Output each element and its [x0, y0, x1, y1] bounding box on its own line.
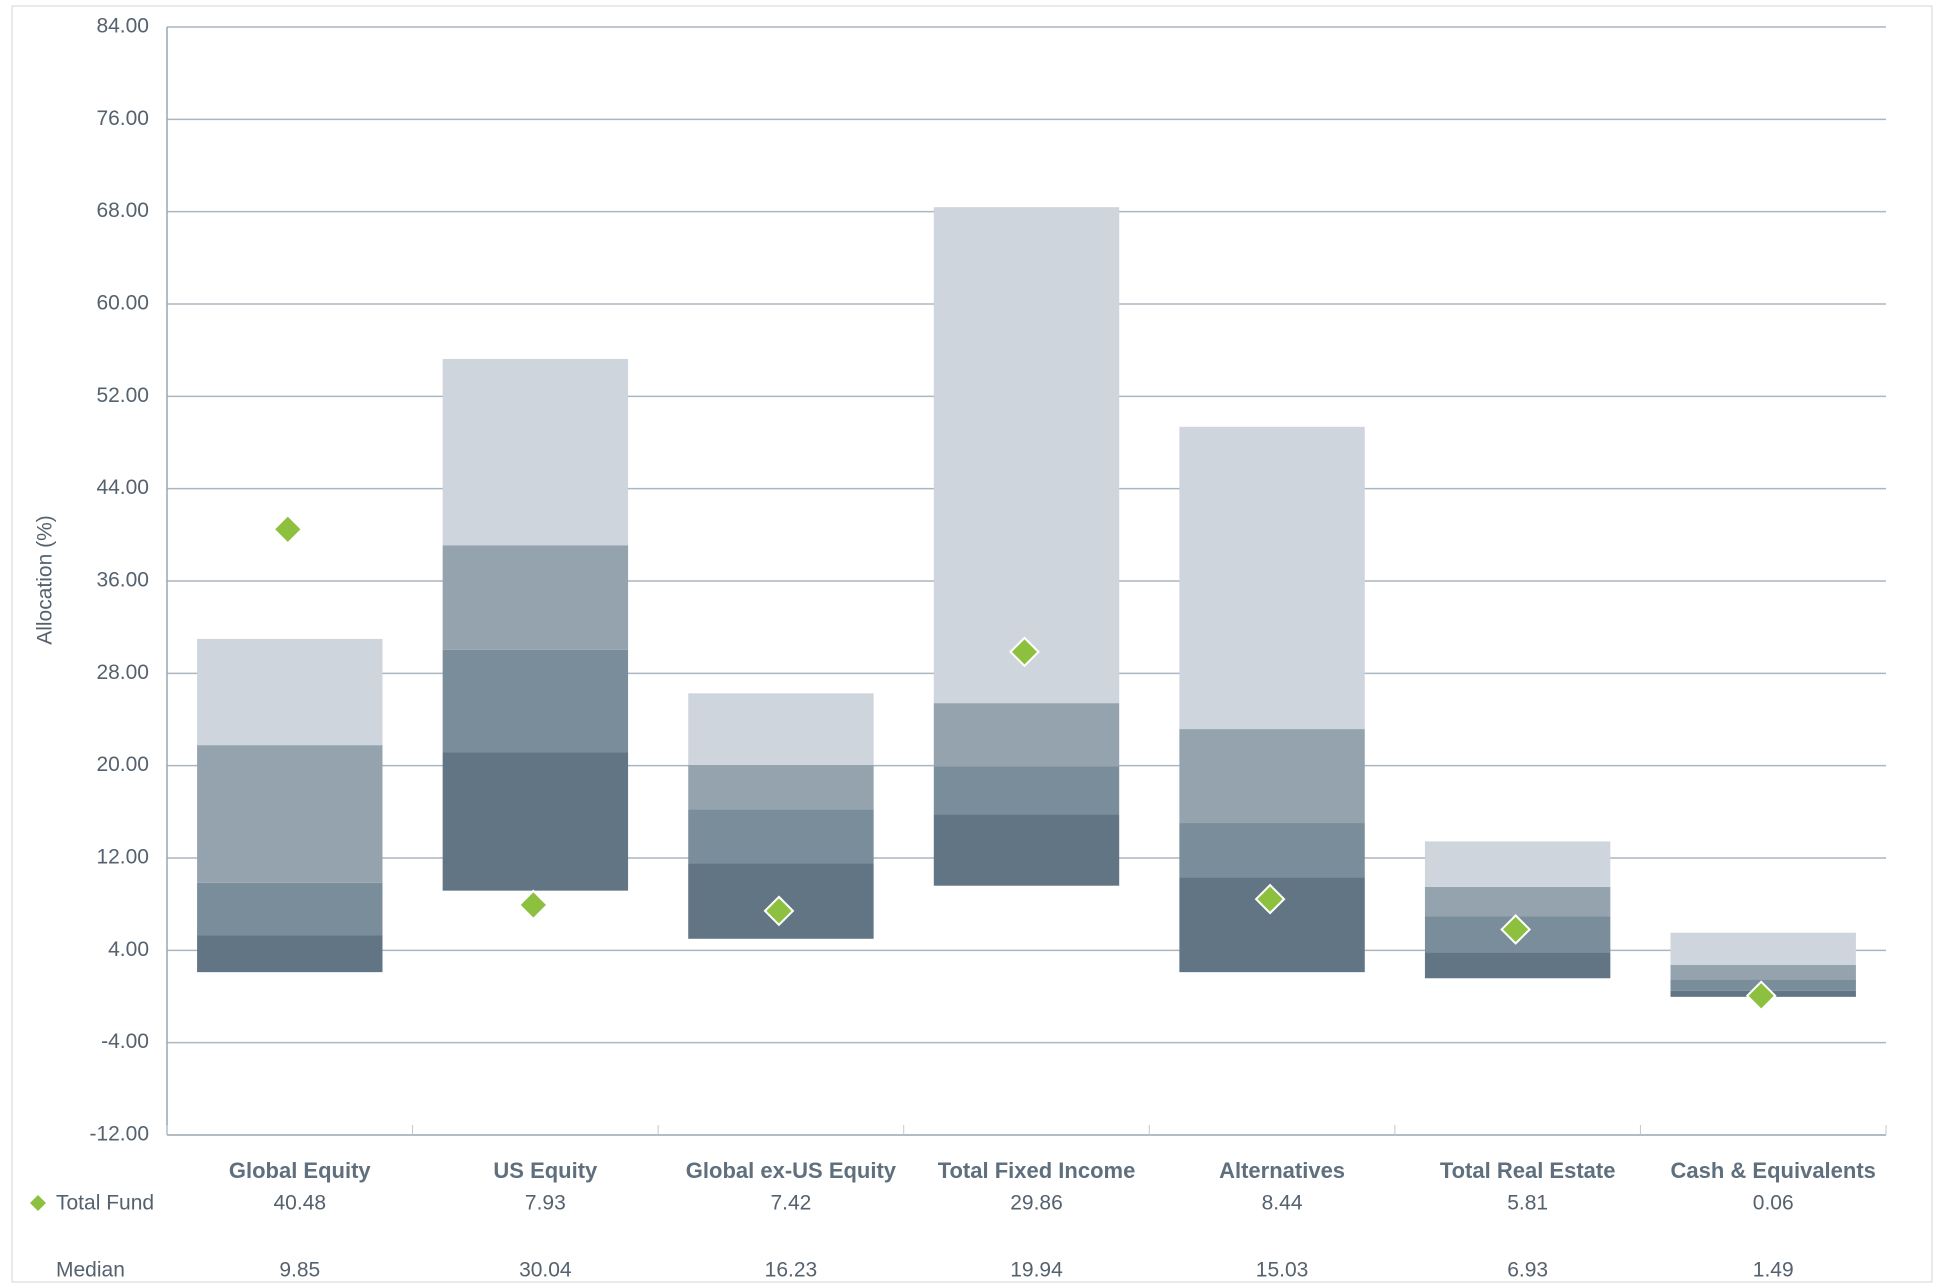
range-segment [442, 752, 629, 891]
range-segment [197, 935, 383, 973]
total-fund-marker [1500, 914, 1532, 945]
median-value: 30.04 [519, 1259, 572, 1282]
range-segment [1179, 823, 1365, 878]
category-label: Total Fixed Income [938, 1158, 1136, 1183]
legend-marker [30, 1195, 46, 1211]
y-tick-label: 4.00 [108, 938, 149, 961]
category-label: Global Equity [229, 1158, 372, 1183]
y-tick-label: 20.00 [96, 753, 149, 776]
median-value: 1.49 [1753, 1259, 1794, 1282]
range-segment [442, 649, 629, 753]
range-segment [197, 745, 383, 883]
y-tick-label: 76.00 [96, 107, 149, 130]
range-segment [1670, 964, 1856, 980]
category-label: Cash & Equivalents [1671, 1158, 1876, 1183]
total-fund-marker [517, 889, 549, 921]
range-segment [933, 766, 1120, 815]
y-tick-label: 52.00 [96, 384, 149, 407]
total-fund-marker [1745, 980, 1777, 1012]
category-label: Total Real Estate [1440, 1158, 1616, 1183]
median-value: 6.93 [1507, 1259, 1548, 1282]
y-tick-label: 84.00 [96, 15, 149, 38]
range-segment [688, 809, 874, 864]
legend-label: Total Fund [56, 1192, 154, 1215]
range-segment [933, 207, 1120, 704]
y-tick-label: -4.00 [101, 1030, 149, 1053]
total-fund-value: 0.06 [1753, 1192, 1794, 1215]
frame [11, 5, 1933, 1283]
total-fund-value: 29.86 [1010, 1192, 1063, 1215]
row-label: Median [56, 1259, 125, 1282]
range-segment [1670, 932, 1856, 965]
range-segment [1424, 952, 1611, 979]
y-tick-label: 68.00 [96, 199, 149, 222]
total-fund-value: 40.48 [274, 1192, 327, 1215]
range-segment [933, 703, 1120, 767]
range-segment [933, 814, 1120, 886]
y-tick-label: 12.00 [96, 846, 149, 869]
median-value: 16.23 [765, 1259, 818, 1282]
y-tick-label: -12.00 [89, 1123, 149, 1146]
range-segment [1179, 729, 1365, 824]
y-tick-label: 28.00 [96, 661, 149, 684]
total-fund-value: 8.44 [1262, 1192, 1303, 1215]
total-fund-marker [1009, 636, 1040, 668]
y-tick-label: 36.00 [96, 569, 149, 592]
total-fund-value: 7.93 [525, 1192, 566, 1215]
median-value: 19.94 [1010, 1259, 1063, 1282]
y-tick-label: 60.00 [96, 292, 149, 315]
total-fund-marker [1254, 883, 1286, 915]
total-fund-value: 7.42 [770, 1192, 811, 1215]
y-tick-label: 44.00 [96, 476, 149, 499]
total-fund-value: 5.81 [1507, 1192, 1548, 1215]
range-segment [197, 638, 383, 746]
category-label: US Equity [493, 1158, 598, 1183]
median-value: 15.03 [1256, 1259, 1309, 1282]
category-label: Alternatives [1219, 1158, 1345, 1183]
category-label: Global ex-US Equity [686, 1158, 897, 1183]
range-segment [442, 545, 629, 650]
range-segment [442, 358, 629, 546]
range-segment [197, 882, 383, 936]
median-value: 9.85 [279, 1259, 320, 1282]
range-segment [688, 693, 874, 765]
range-segment [1424, 886, 1611, 917]
y-axis-label: Allocation (%) [34, 515, 57, 645]
range-segment [688, 764, 874, 810]
total-fund-marker [272, 513, 304, 545]
total-fund-marker [763, 895, 795, 927]
range-segment [1424, 841, 1611, 887]
range-segment [1179, 426, 1365, 730]
